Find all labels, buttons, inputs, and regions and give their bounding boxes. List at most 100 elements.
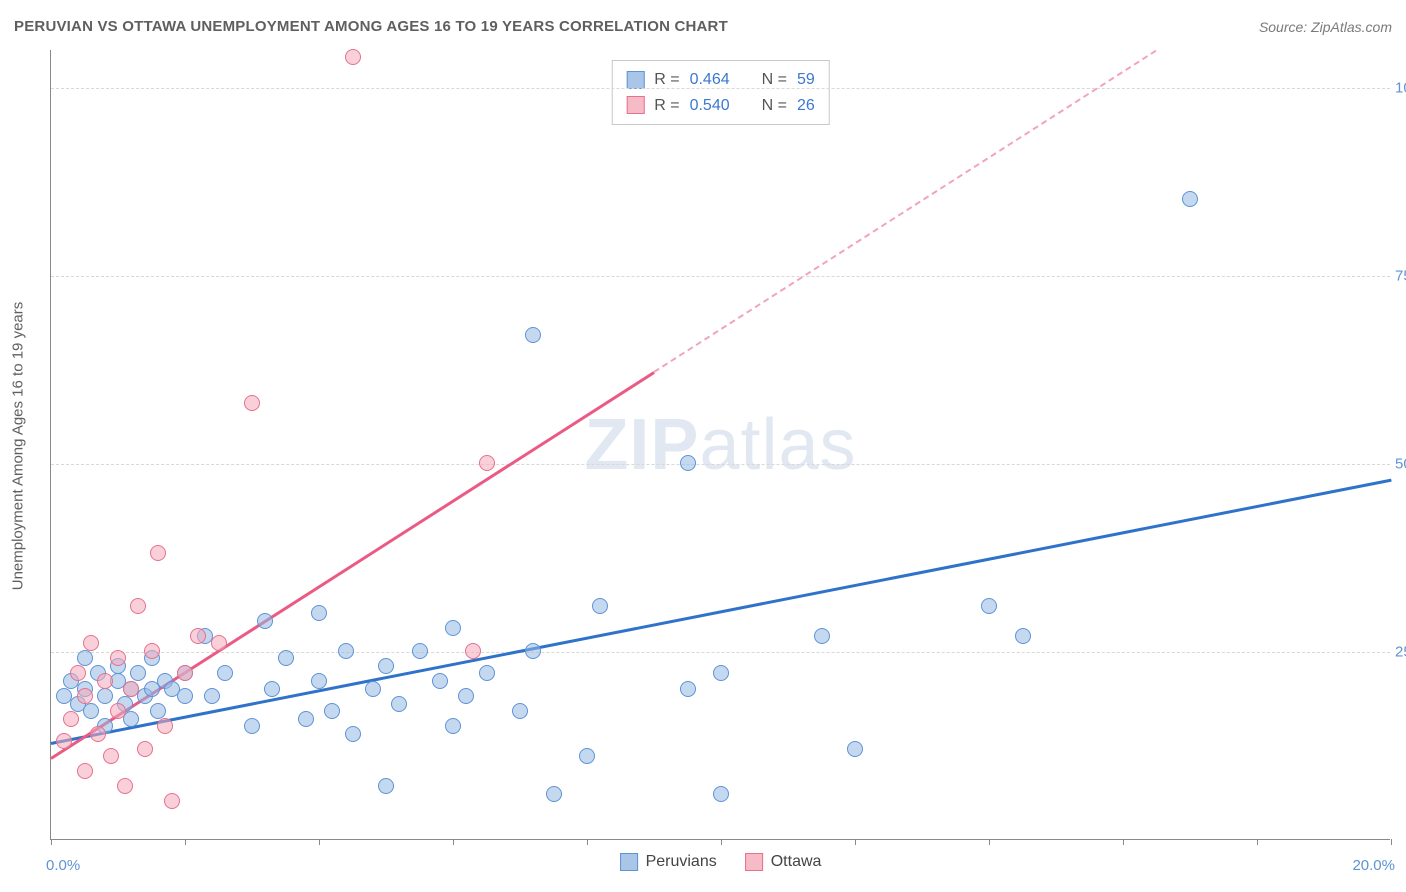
data-point <box>77 650 93 666</box>
stat-value-n: 59 <box>797 67 815 93</box>
chart-title: PERUVIAN VS OTTAWA UNEMPLOYMENT AMONG AG… <box>14 18 728 35</box>
legend-item-ottawa: Ottawa <box>745 853 822 871</box>
data-point <box>479 455 495 471</box>
data-point <box>345 49 361 65</box>
y-axis-label: Unemployment Among Ages 16 to 19 years <box>10 302 27 591</box>
legend-series: Peruvians Ottawa <box>620 853 822 871</box>
stat-value-n: 26 <box>797 93 815 119</box>
swatch-ottawa-icon <box>626 96 644 114</box>
stat-label-n: N = <box>762 93 787 119</box>
data-point <box>432 673 448 689</box>
data-point <box>278 650 294 666</box>
data-point <box>365 681 381 697</box>
x-tick <box>453 839 454 845</box>
grid-line <box>51 464 1390 465</box>
swatch-peruvians-icon <box>626 71 644 89</box>
data-point <box>56 733 72 749</box>
data-point <box>103 748 119 764</box>
stat-label-r: R = <box>654 67 679 93</box>
stat-label-r: R = <box>654 93 679 119</box>
data-point <box>77 763 93 779</box>
data-point <box>244 395 260 411</box>
data-point <box>479 665 495 681</box>
legend-item-peruvians: Peruvians <box>620 853 717 871</box>
data-point <box>204 688 220 704</box>
x-tick <box>1391 839 1392 845</box>
data-point <box>525 327 541 343</box>
data-point <box>110 650 126 666</box>
data-point <box>713 786 729 802</box>
data-point <box>130 598 146 614</box>
data-point <box>345 726 361 742</box>
data-point <box>164 793 180 809</box>
data-point <box>680 455 696 471</box>
data-point <box>123 711 139 727</box>
data-point <box>465 643 481 659</box>
legend-label: Ottawa <box>771 853 822 871</box>
legend-stats-row: R = 0.464 N = 59 <box>626 67 815 93</box>
data-point <box>546 786 562 802</box>
grid-line <box>51 652 1390 653</box>
data-point <box>77 688 93 704</box>
data-point <box>378 658 394 674</box>
x-tick <box>1257 839 1258 845</box>
data-point <box>412 643 428 659</box>
x-axis-min-label: 0.0% <box>46 857 80 874</box>
scatter-chart: ZIPatlas R = 0.464 N = 59 R = 0.540 N = … <box>50 50 1390 840</box>
data-point <box>144 643 160 659</box>
data-point <box>150 703 166 719</box>
data-point <box>458 688 474 704</box>
legend-stats-box: R = 0.464 N = 59 R = 0.540 N = 26 <box>611 60 830 125</box>
data-point <box>311 605 327 621</box>
data-point <box>680 681 696 697</box>
data-point <box>324 703 340 719</box>
data-point <box>847 741 863 757</box>
swatch-peruvians-icon <box>620 853 638 871</box>
x-tick <box>1123 839 1124 845</box>
legend-label: Peruvians <box>646 853 717 871</box>
data-point <box>338 643 354 659</box>
data-point <box>1182 191 1198 207</box>
x-axis-max-label: 20.0% <box>1352 857 1395 874</box>
y-tick-label: 50.0% <box>1395 455 1406 472</box>
data-point <box>713 665 729 681</box>
chart-source: Source: ZipAtlas.com <box>1259 19 1392 35</box>
data-point <box>123 681 139 697</box>
fit-line <box>51 479 1392 745</box>
grid-line <box>51 88 1390 89</box>
data-point <box>257 613 273 629</box>
x-tick <box>51 839 52 845</box>
data-point <box>97 673 113 689</box>
x-tick <box>855 839 856 845</box>
data-point <box>190 628 206 644</box>
data-point <box>110 703 126 719</box>
data-point <box>217 665 233 681</box>
plot-area: ZIPatlas R = 0.464 N = 59 R = 0.540 N = … <box>50 50 1390 840</box>
data-point <box>378 778 394 794</box>
data-point <box>264 681 280 697</box>
stat-value-r: 0.540 <box>690 93 730 119</box>
data-point <box>90 726 106 742</box>
legend-stats-row: R = 0.540 N = 26 <box>626 93 815 119</box>
data-point <box>177 665 193 681</box>
x-tick <box>185 839 186 845</box>
data-point <box>512 703 528 719</box>
data-point <box>525 643 541 659</box>
data-point <box>137 741 153 757</box>
data-point <box>981 598 997 614</box>
data-point <box>157 718 173 734</box>
data-point <box>63 711 79 727</box>
stat-label-n: N = <box>762 67 787 93</box>
x-tick <box>587 839 588 845</box>
stat-value-r: 0.464 <box>690 67 730 93</box>
data-point <box>150 545 166 561</box>
data-point <box>83 703 99 719</box>
data-point <box>177 688 193 704</box>
data-point <box>83 635 99 651</box>
swatch-ottawa-icon <box>745 853 763 871</box>
data-point <box>97 688 113 704</box>
watermark: ZIPatlas <box>584 404 856 486</box>
x-tick <box>319 839 320 845</box>
data-point <box>814 628 830 644</box>
data-point <box>298 711 314 727</box>
